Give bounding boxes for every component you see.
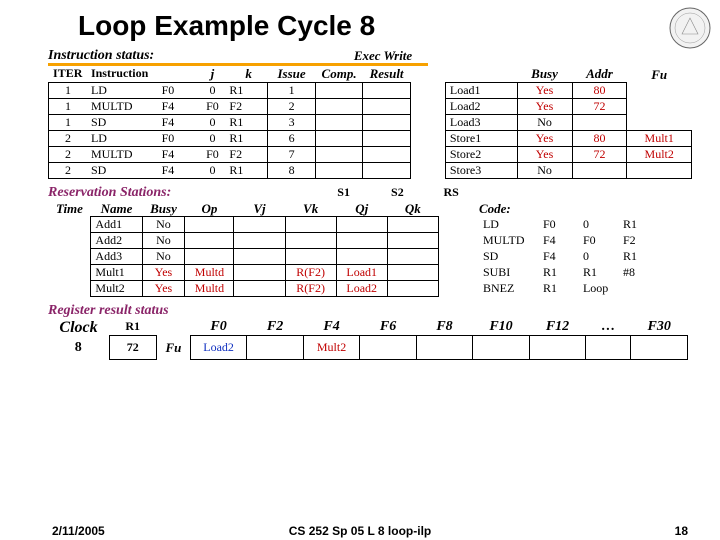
- table-row: 2: [49, 146, 87, 162]
- reg-f10: F10: [473, 319, 529, 335]
- reservation-stations-label: Reservation Stations:: [48, 185, 317, 201]
- table-row: Store3No: [445, 162, 691, 178]
- col-s1: S1: [317, 185, 371, 201]
- reg-f0: F0: [190, 319, 246, 335]
- col-vk: Vk: [285, 201, 336, 217]
- table-row: 2: [49, 162, 87, 178]
- slide-title: Loop Example Cycle 8: [78, 10, 692, 42]
- table-row: Load3No: [445, 114, 691, 130]
- table-row: Add3No: [48, 249, 438, 265]
- reg-f2: F2: [247, 319, 303, 335]
- table-row: Store1Yes80Mult1: [445, 130, 691, 146]
- table-row: MULTDF4F0F2: [479, 233, 692, 249]
- col-qj: Qj: [336, 201, 387, 217]
- col-vj: Vj: [234, 201, 285, 217]
- table-row: Load2Yes72: [445, 98, 691, 114]
- col-result: Result: [363, 66, 411, 82]
- reg-f6: F6: [360, 319, 416, 335]
- code-label: Code:: [479, 201, 692, 217]
- table-row: 1: [49, 82, 87, 98]
- load-store-table: Busy Addr Fu Load1Yes80 Load2Yes72 Load3…: [445, 66, 692, 179]
- col-rs: RS: [424, 185, 478, 201]
- col-issue: Issue: [268, 66, 315, 82]
- table-row: BNEZR1Loop: [479, 281, 692, 297]
- table-row: Mult1YesMultdR(F2)Load1: [48, 265, 438, 281]
- table-row: Load1Yes80: [445, 82, 691, 98]
- university-seal-logo: [668, 6, 712, 50]
- col-fu: Fu: [627, 66, 692, 82]
- table-row: Add2No: [48, 233, 438, 249]
- table-row: SUBIR1R1#8: [479, 265, 692, 281]
- table-row: SDF40R1: [479, 249, 692, 265]
- reg-dots: …: [586, 319, 631, 335]
- reservation-station-table: Time Name Busy Op Vj Vk Qj Qk Add1No Add…: [48, 201, 439, 298]
- table-row: 1: [49, 98, 87, 114]
- col-busy2: Busy: [142, 201, 185, 217]
- table-row: 2: [49, 130, 87, 146]
- register-result-table: Clock R1 F0 F2 F4 F6 F8 F10 F12 … F30 8 …: [48, 319, 688, 360]
- instruction-status-label: Instruction status:: [48, 48, 338, 65]
- col-name: Name: [91, 201, 142, 217]
- reg-val-f0: Load2: [190, 335, 246, 359]
- table-row: Store2Yes72Mult2: [445, 146, 691, 162]
- col-busy: Busy: [517, 66, 572, 82]
- r1-value: 72: [109, 335, 156, 359]
- reg-f8: F8: [416, 319, 472, 335]
- register-result-label: Register result status: [48, 303, 692, 319]
- col-instr: Instruction: [87, 66, 162, 82]
- reg-f4: F4: [303, 319, 359, 335]
- code-table: Code: LDF00R1 MULTDF4F0F2 SDF40R1 SUBIR1…: [479, 201, 692, 298]
- footer-center: CS 252 Sp 05 L 8 loop-ilp: [0, 524, 720, 538]
- col-s2: S2: [371, 185, 425, 201]
- col-iter: ITER: [49, 66, 87, 82]
- exec-write-label: Exec Write: [338, 48, 428, 65]
- reg-f12: F12: [529, 319, 585, 335]
- footer-page: 18: [675, 524, 688, 538]
- reg-f30: F30: [631, 319, 688, 335]
- clock-value: 8: [48, 335, 109, 359]
- table-row: Add1No: [48, 217, 438, 233]
- col-op: Op: [185, 201, 234, 217]
- r1-col: R1: [109, 319, 156, 335]
- table-row: 1: [49, 114, 87, 130]
- clock-label: Clock: [48, 319, 109, 335]
- table-row: LDF00R1: [479, 217, 692, 233]
- col-k: k: [229, 66, 267, 82]
- col-comp: Comp.: [315, 66, 362, 82]
- table-row: Mult2YesMultdR(F2)Load2: [48, 281, 438, 297]
- reg-val-f4: Mult2: [303, 335, 359, 359]
- fu-label: Fu: [156, 335, 190, 359]
- col-qk: Qk: [387, 201, 438, 217]
- col-addr: Addr: [572, 66, 627, 82]
- instruction-table: ITER Instruction j k Issue Comp. Result …: [48, 66, 411, 179]
- col-j: j: [195, 66, 229, 82]
- col-time: Time: [48, 201, 91, 217]
